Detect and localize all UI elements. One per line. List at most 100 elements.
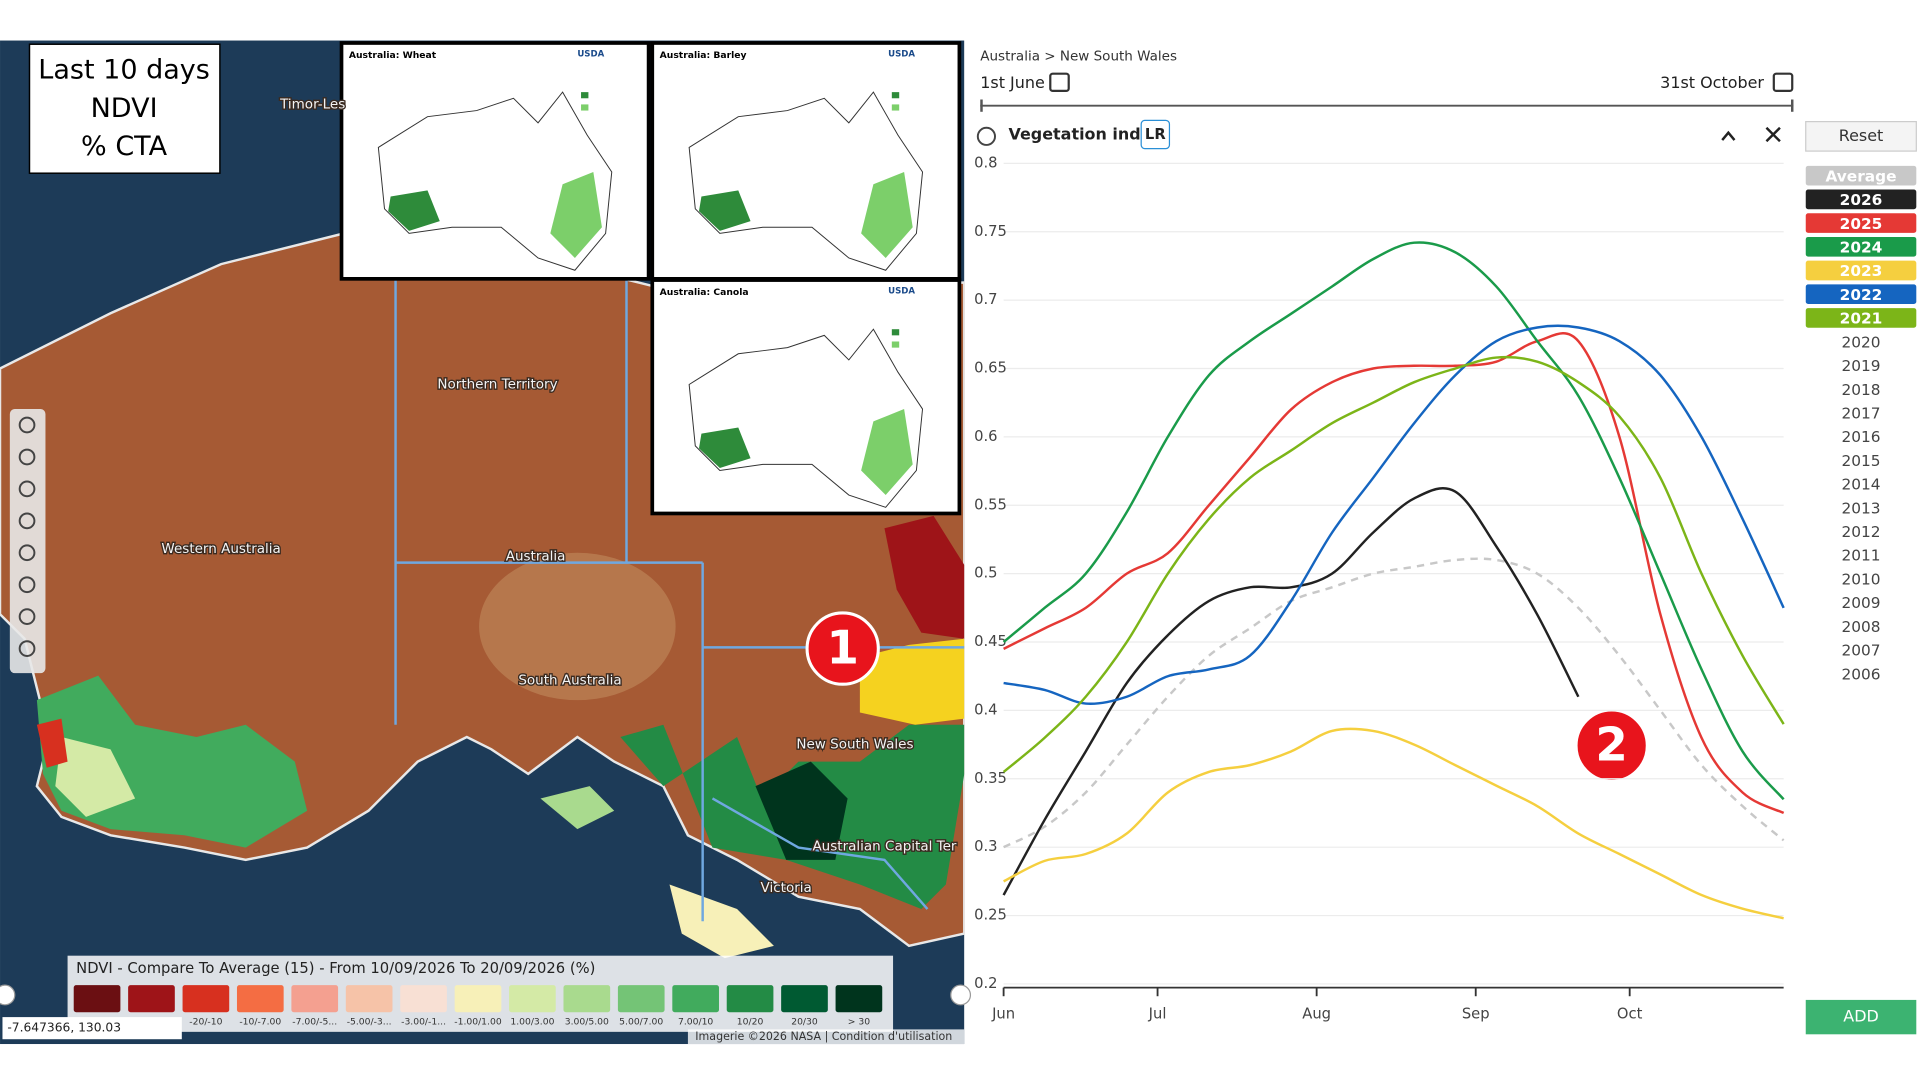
place-label: Australia (506, 548, 566, 564)
legend-item[interactable] (1805, 189, 1917, 210)
y-tick-label: 0.6 (974, 428, 997, 445)
legend-label: 2025 (1840, 215, 1883, 233)
collapse-button[interactable] (1721, 130, 1736, 141)
place-label: Western Australia (161, 541, 280, 557)
map-tool[interactable] (18, 608, 36, 626)
legend-label[interactable]: 2006 (1841, 665, 1880, 683)
legend-swatch (672, 985, 719, 1013)
legend-label[interactable]: 2019 (1841, 357, 1880, 375)
legend-label: -3.00/-1... (401, 1017, 446, 1028)
legend-label: -5.00/-3... (347, 1017, 392, 1028)
place-label: Victoria (761, 880, 812, 896)
inset-key (581, 92, 589, 99)
y-tick-label: 0.3 (974, 838, 997, 855)
legend-label[interactable]: 2008 (1841, 618, 1880, 636)
reset-button[interactable] (1805, 120, 1917, 152)
inset-key (891, 341, 900, 348)
y-tick-label: 0.75 (974, 223, 1007, 240)
legend-label[interactable]: 2018 (1841, 381, 1880, 399)
legend-item[interactable] (1805, 213, 1917, 233)
x-tick-label: Jun (991, 1006, 1015, 1023)
legend-swatch (726, 985, 774, 1013)
legend-label[interactable]: 2007 (1841, 642, 1880, 660)
vegetation (859, 638, 965, 725)
y-tick-label: 0.25 (974, 907, 1007, 924)
legend-swatch (73, 985, 121, 1013)
legend-item[interactable] (1805, 308, 1917, 328)
x-tick-label: Oct (1617, 1006, 1643, 1023)
y-tick-label: 0.4 (974, 701, 997, 718)
map-tool[interactable] (18, 576, 36, 594)
map-nav[interactable] (0, 984, 16, 1006)
y-tick-label: 0.8 (974, 154, 997, 171)
legend-label[interactable]: 2013 (1841, 499, 1880, 517)
info-line: % CTA (81, 131, 168, 162)
legend-label: 2023 (1840, 262, 1883, 280)
coord-box (2, 1017, 182, 1040)
legend-label: 3.00/5.00 (565, 1017, 609, 1028)
map[interactable]: Australia: Wheat USDA Australia: Barley USD… (0, 40, 965, 1045)
y-tick-label: 0.7 (974, 291, 997, 308)
legend-label: 7.00/10 (678, 1017, 713, 1028)
attribution-box (687, 1029, 965, 1045)
map-tool[interactable] (18, 416, 36, 434)
legend-swatch (182, 985, 230, 1013)
x-tick-label: Sep (1462, 1006, 1490, 1023)
map-tool[interactable] (18, 480, 36, 498)
legend-label: 2024 (1840, 239, 1883, 257)
inset-crop (861, 171, 913, 258)
legend-label[interactable]: 2017 (1841, 404, 1880, 422)
legend-label: 2026 (1840, 191, 1883, 209)
place-label: South Australia (518, 673, 621, 689)
map-tool[interactable] (18, 544, 36, 562)
vegetation (36, 718, 68, 768)
legend-label: -10/-7.00 (239, 1017, 281, 1028)
inset-title: Australia: Wheat (349, 50, 437, 61)
legend-item[interactable] (1805, 260, 1917, 281)
legend-label: -7.00/-5... (292, 1017, 337, 1028)
info-box (28, 43, 221, 174)
map-tool[interactable] (18, 448, 36, 466)
vegetation (669, 884, 774, 959)
add-button[interactable] (1805, 999, 1917, 1035)
legend-label[interactable]: 2014 (1841, 476, 1880, 494)
legend-label[interactable]: 2009 (1841, 594, 1880, 612)
legend-swatch (509, 985, 556, 1013)
vegetation (884, 515, 965, 639)
y-tick-label: 0.65 (974, 360, 1007, 377)
info-line: NDVI (91, 93, 158, 124)
inset-title: Australia: Barley (660, 50, 747, 61)
chart-title: Vegetation index (1009, 125, 1163, 144)
legend-item[interactable] (1805, 165, 1917, 186)
legend-swatch (291, 985, 339, 1013)
legend-item[interactable] (1805, 284, 1917, 305)
badge: LR (1145, 126, 1166, 143)
legend-label[interactable]: 2016 (1841, 428, 1880, 446)
legend-label[interactable]: 2011 (1841, 547, 1880, 565)
map-tool[interactable] (18, 640, 36, 657)
legend-label[interactable]: 2012 (1841, 523, 1880, 541)
calendar-icon[interactable] (1049, 72, 1070, 93)
map-tool[interactable] (18, 512, 36, 530)
attribution: Imagerie ©2026 NASA | Condition d'utilis… (695, 1030, 952, 1043)
reset-label: Reset (1839, 126, 1884, 145)
legend-label: Average (1825, 167, 1896, 185)
breadcrumb: Australia > New South Wales (980, 49, 1177, 65)
close-button[interactable] (1765, 126, 1781, 143)
series-line (1002, 487, 1580, 896)
inset-key (891, 329, 900, 336)
vegetation (540, 786, 615, 830)
info-line: Last 10 days (38, 55, 210, 86)
badge-box (1140, 119, 1171, 150)
legend-swatch (345, 985, 393, 1013)
legend-label: 2022 (1840, 286, 1883, 304)
legend-label[interactable]: 2010 (1841, 570, 1880, 588)
legend-item[interactable] (1805, 236, 1917, 257)
legend-label[interactable]: 2015 (1841, 452, 1880, 470)
legend-label[interactable]: 2020 (1841, 333, 1880, 351)
x-tick-label: Jul (1148, 1006, 1167, 1023)
map-nav[interactable] (950, 984, 972, 1006)
y-tick-label: 0.5 (974, 565, 997, 582)
y-tick-label: 0.2 (974, 975, 997, 992)
calendar-icon[interactable] (1772, 72, 1794, 93)
